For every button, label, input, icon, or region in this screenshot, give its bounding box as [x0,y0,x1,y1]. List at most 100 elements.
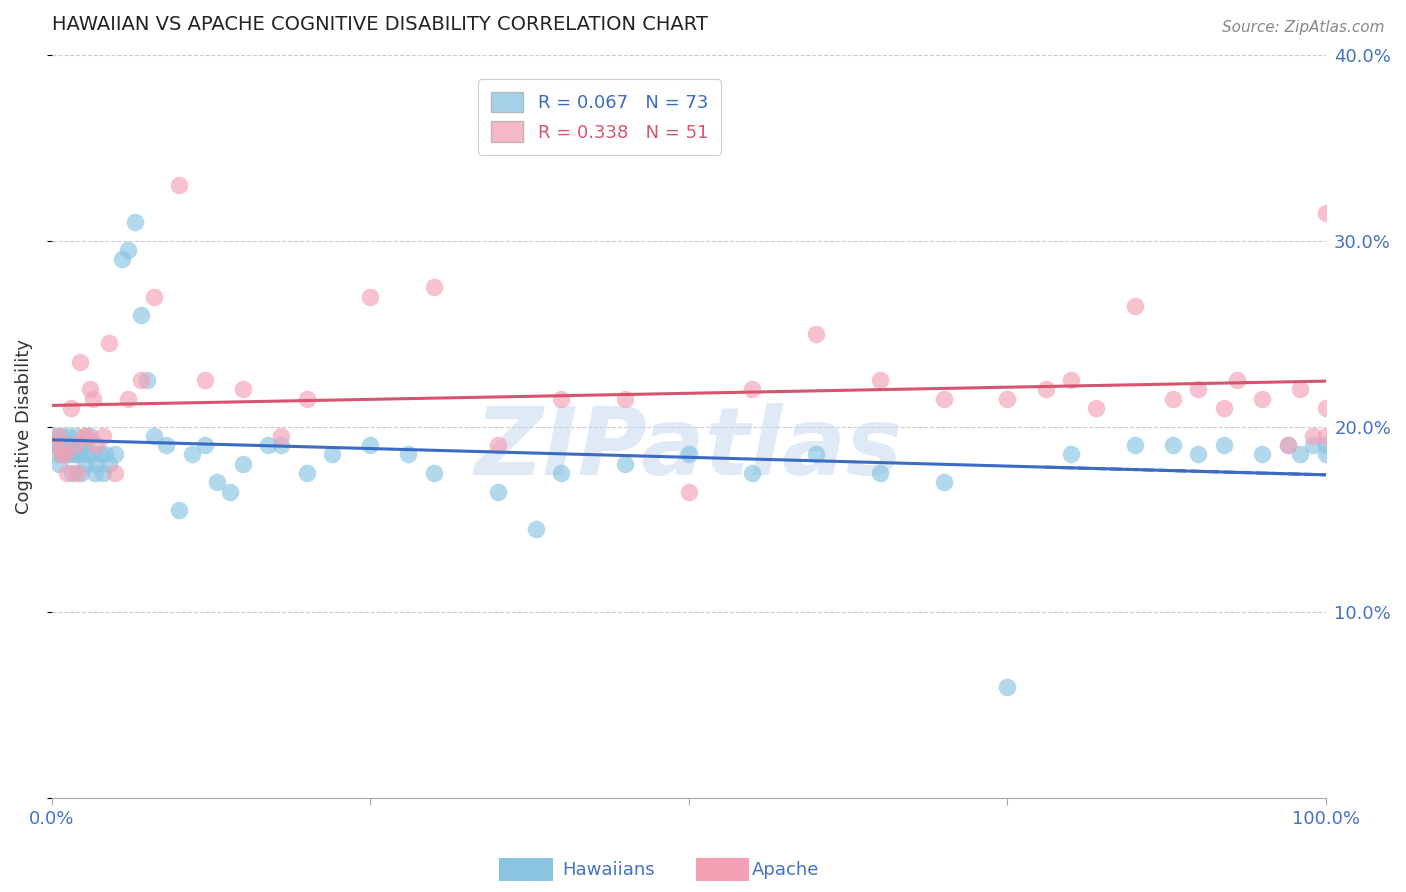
Point [82,392,104,406]
Point [1161,392,1184,406]
Point [678,447,700,461]
Point [550,466,572,480]
Point [270,438,292,452]
Point [136,373,159,387]
Point [49,429,72,443]
Point [550,392,572,406]
Point [76,429,98,443]
Point [79,429,101,443]
Point [53,447,76,461]
Point [60,466,83,480]
Point [167,503,190,517]
Point [70,466,93,480]
Point [167,178,190,192]
Point [1302,438,1324,452]
Point [1315,447,1337,461]
Point [45,438,67,452]
Point [48,457,70,471]
Point [63,447,86,461]
Point [86,457,108,471]
Point [1277,438,1299,452]
Point [741,466,763,480]
Point [1315,429,1337,443]
Text: Source: ZipAtlas.com: Source: ZipAtlas.com [1222,20,1385,35]
Point [614,392,637,406]
Point [995,680,1018,694]
Point [124,215,146,229]
Point [932,392,955,406]
Point [995,392,1018,406]
Point [678,484,700,499]
Point [194,438,217,452]
Text: HAWAIIAN VS APACHE COGNITIVE DISABILITY CORRELATION CHART: HAWAIIAN VS APACHE COGNITIVE DISABILITY … [52,15,707,34]
Point [69,447,91,461]
Text: Apache: Apache [752,861,820,879]
Point [89,447,111,461]
Point [207,475,229,490]
Point [741,383,763,397]
Point [219,484,242,499]
Point [73,457,96,471]
Point [52,438,75,452]
Point [155,438,177,452]
Point [1277,438,1299,452]
Point [1085,401,1108,415]
Point [869,466,891,480]
Point [67,438,90,452]
Point [94,447,117,461]
Point [117,243,139,257]
Point [142,289,165,303]
Point [104,447,127,461]
Point [46,438,69,452]
Point [129,373,152,387]
Text: Hawaiians: Hawaiians [562,861,655,879]
Point [932,475,955,490]
Point [59,438,82,452]
Point [1289,447,1312,461]
Point [142,429,165,443]
Point [194,373,217,387]
Point [91,429,114,443]
Point [45,447,67,461]
Point [72,438,94,452]
Point [321,447,343,461]
Point [1123,299,1146,313]
Point [614,457,637,471]
Point [1060,373,1083,387]
Point [1315,206,1337,220]
Point [486,484,509,499]
Text: ZIPatlas: ZIPatlas [475,403,903,495]
Point [804,447,827,461]
Point [56,466,79,480]
Point [1226,373,1249,387]
Point [1251,392,1274,406]
Point [56,447,79,461]
Point [129,308,152,322]
Legend: R = 0.067   N = 73, R = 0.338   N = 51: R = 0.067 N = 73, R = 0.338 N = 51 [478,78,721,155]
Point [232,457,254,471]
Point [1289,383,1312,397]
Point [295,392,318,406]
Point [76,447,98,461]
Point [59,401,82,415]
Y-axis label: Cognitive Disability: Cognitive Disability [15,339,32,514]
Point [295,466,318,480]
Point [1161,438,1184,452]
Point [98,335,121,350]
Point [53,447,76,461]
Point [486,438,509,452]
Point [1251,447,1274,461]
Point [104,466,127,480]
Point [86,438,108,452]
Point [359,438,381,452]
Point [58,447,80,461]
Point [84,466,107,480]
Point [63,438,86,452]
Point [65,429,87,443]
Point [1315,438,1337,452]
Point [270,429,292,443]
Point [111,252,134,267]
Point [51,447,73,461]
Point [55,438,77,452]
Point [66,466,89,480]
